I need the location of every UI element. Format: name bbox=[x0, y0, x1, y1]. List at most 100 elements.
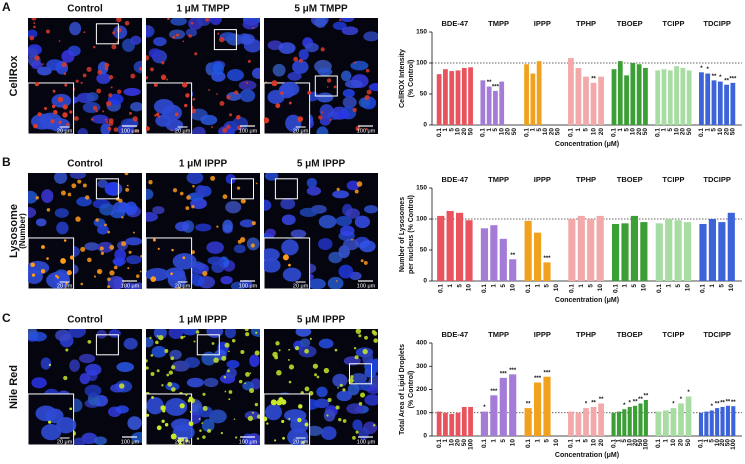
nucleus bbox=[195, 223, 212, 232]
bar bbox=[583, 408, 589, 436]
inset-stain bbox=[278, 397, 284, 403]
significance: ** bbox=[644, 394, 649, 400]
inset-stain bbox=[182, 82, 188, 88]
x-axis-label: Concentration (μM) bbox=[555, 452, 619, 459]
inset-nucleus bbox=[281, 239, 299, 256]
nucleus bbox=[182, 329, 199, 336]
nucleus bbox=[73, 437, 87, 445]
x-tick-label: 0.1 bbox=[569, 284, 576, 293]
nucleus bbox=[316, 386, 328, 398]
stain bbox=[110, 86, 113, 89]
inset-stain bbox=[288, 263, 291, 267]
stain bbox=[74, 116, 79, 121]
inset-stain bbox=[65, 282, 68, 285]
stain bbox=[304, 386, 310, 392]
nucleus bbox=[85, 363, 102, 376]
stain bbox=[161, 75, 166, 80]
bar bbox=[715, 408, 720, 436]
significance: * bbox=[483, 405, 486, 411]
bar bbox=[536, 61, 542, 125]
bar bbox=[624, 75, 629, 125]
stain bbox=[146, 359, 148, 363]
inset-nucleus bbox=[165, 267, 186, 280]
stain bbox=[31, 18, 37, 21]
stain bbox=[318, 115, 323, 120]
x-tick-label: 50 bbox=[725, 439, 732, 447]
x-tick-label: 0.1 bbox=[523, 128, 530, 137]
nucleus bbox=[209, 18, 222, 25]
scale-label: 100 μm bbox=[239, 128, 258, 134]
nucleus bbox=[28, 48, 39, 58]
nucleus bbox=[364, 205, 378, 214]
stain bbox=[80, 246, 86, 252]
bar bbox=[455, 412, 461, 436]
image-content: 20 μm 100 μm bbox=[264, 329, 378, 445]
nucleus bbox=[317, 67, 333, 76]
nucleus bbox=[287, 71, 302, 81]
x-tick-label: 0.1 bbox=[654, 128, 661, 137]
bar bbox=[724, 84, 729, 125]
nucleus bbox=[321, 426, 337, 440]
stain bbox=[354, 189, 359, 194]
nucleus bbox=[54, 173, 68, 184]
nucleus bbox=[28, 29, 38, 39]
significance: * bbox=[623, 403, 626, 409]
stain bbox=[105, 121, 109, 124]
stain bbox=[249, 372, 252, 375]
x-tick-label: 1 bbox=[486, 128, 493, 132]
stain bbox=[339, 383, 343, 387]
stain bbox=[191, 108, 197, 114]
inset-stain bbox=[188, 396, 193, 401]
stain bbox=[247, 415, 254, 422]
stain bbox=[222, 127, 228, 133]
x-tick-label: 1 bbox=[575, 128, 582, 132]
bar bbox=[468, 67, 473, 125]
x-tick-label: 10 bbox=[542, 128, 549, 136]
nucleus bbox=[342, 89, 355, 98]
nucleus bbox=[226, 69, 244, 82]
stain bbox=[352, 436, 356, 440]
inset-stain bbox=[58, 120, 62, 124]
bar bbox=[686, 70, 692, 125]
stain bbox=[218, 36, 225, 43]
bar bbox=[465, 220, 473, 281]
stain bbox=[170, 365, 176, 370]
stain bbox=[116, 27, 122, 33]
stain bbox=[61, 62, 67, 68]
nucleus bbox=[366, 359, 378, 374]
stain bbox=[127, 267, 130, 270]
y-tick-label: 150 bbox=[416, 29, 427, 36]
stain bbox=[121, 216, 124, 219]
stain bbox=[111, 44, 117, 50]
bar bbox=[590, 406, 597, 436]
group-label: BDE-47 bbox=[442, 19, 469, 28]
x-tick-label: 0.1 bbox=[525, 439, 532, 448]
nucleus bbox=[350, 60, 369, 71]
stain bbox=[334, 348, 338, 352]
panel-letter: A bbox=[2, 0, 11, 14]
stain bbox=[116, 18, 122, 23]
stain bbox=[312, 363, 319, 369]
stain bbox=[364, 95, 370, 101]
stain bbox=[211, 126, 213, 128]
nucleus bbox=[115, 405, 129, 414]
group-label: TDCIPP bbox=[703, 175, 731, 184]
stain bbox=[100, 251, 105, 255]
bar bbox=[727, 212, 735, 281]
nucleus bbox=[186, 377, 204, 388]
nucleus bbox=[55, 329, 72, 342]
nucleus bbox=[37, 66, 52, 76]
nucleus bbox=[31, 60, 43, 70]
stain bbox=[63, 72, 67, 76]
inset-stain bbox=[63, 239, 67, 242]
stain bbox=[172, 188, 178, 193]
x-tick-label: 10 bbox=[641, 284, 648, 292]
x-tick-label: 0.1 bbox=[437, 284, 444, 293]
x-tick-label: 20 bbox=[680, 128, 687, 136]
stain bbox=[75, 79, 79, 83]
stain bbox=[90, 118, 94, 121]
stain bbox=[219, 101, 225, 106]
nucleus bbox=[84, 384, 102, 397]
stain bbox=[226, 95, 231, 100]
stain bbox=[190, 21, 194, 25]
